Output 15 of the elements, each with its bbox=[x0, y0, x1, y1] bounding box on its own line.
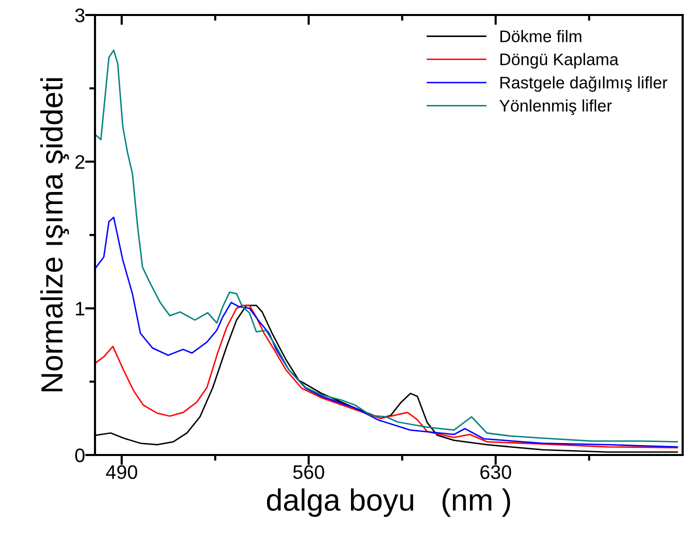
legend-label: Rastgele dağılmış lifler bbox=[500, 76, 668, 92]
x-tick-label: 630 bbox=[480, 465, 512, 480]
legend-label: Döngü Kaplama bbox=[500, 53, 619, 69]
legend-label: Dökme film bbox=[500, 30, 582, 42]
x-axis-title: dalga boyu (nm ) bbox=[266, 488, 510, 517]
y-tick-label: 1 bbox=[76, 302, 84, 316]
y-tick-label: 0 bbox=[75, 448, 85, 462]
y-axis-title: Normalize ışıma şiddeti bbox=[40, 78, 69, 392]
y-tick-label: 2 bbox=[75, 155, 84, 169]
legend-label: Yönlenmiş lifler bbox=[499, 99, 612, 116]
y-tick-label: 3 bbox=[75, 8, 84, 22]
x-tick-label: 560 bbox=[293, 465, 324, 480]
line-series bbox=[95, 50, 678, 442]
line-series bbox=[95, 216, 678, 448]
x-tick-label: 490 bbox=[106, 465, 138, 480]
